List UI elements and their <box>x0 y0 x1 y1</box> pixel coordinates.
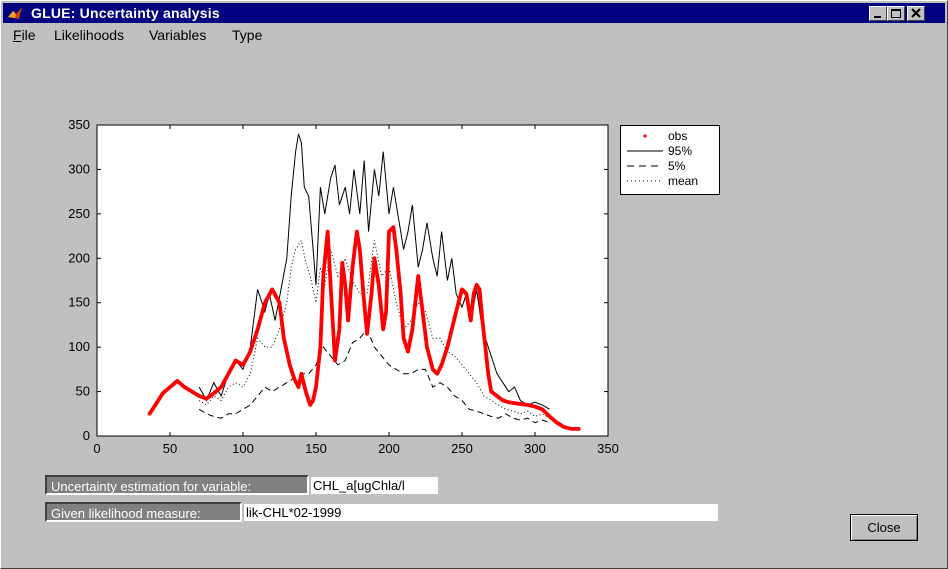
minimize-icon <box>874 16 881 18</box>
legend-symbol-obs <box>643 134 647 138</box>
x-tick-label: 200 <box>378 441 400 456</box>
x-tick-label: 150 <box>305 441 327 456</box>
legend-entry-5: 5% <box>621 159 721 174</box>
variable-label: Uncertainty estimation for variable: <box>45 475 309 495</box>
likelihood-field[interactable]: lik-CHL*02-1999 <box>244 504 718 521</box>
x-tick-label: 50 <box>163 441 177 456</box>
close-button[interactable]: Close <box>850 514 918 541</box>
legend-symbol-95 <box>627 150 663 152</box>
legend-symbol-5 <box>627 165 663 167</box>
legend-label-5: 5% <box>668 159 686 173</box>
obs-point <box>576 426 581 431</box>
y-tick-label: 0 <box>83 428 90 443</box>
legend-label-mean: mean <box>668 174 699 188</box>
x-tick-label: 100 <box>232 441 254 456</box>
likelihood-label: Given likelihood measure: <box>45 502 242 522</box>
legend-entry-95: 95% <box>621 144 721 159</box>
axis-ticks: 0 50 100 150 200 250 300 350 0 50 100 150 200 250 300 3… <box>68 117 619 456</box>
minimize-button[interactable] <box>869 6 887 21</box>
matlab-icon <box>8 7 22 19</box>
legend-label-95: 95% <box>668 144 693 158</box>
close-window-button[interactable] <box>907 6 925 21</box>
x-tick-label: 300 <box>524 441 546 456</box>
series-line-5pct <box>198 328 550 424</box>
series-group <box>147 133 581 431</box>
menu-bar: File Likelihoods Variables Type <box>3 25 945 45</box>
menu-file[interactable]: File <box>13 27 36 43</box>
title-bar[interactable]: GLUE: Uncertainty analysis <box>3 3 945 23</box>
y-tick-label: 300 <box>68 161 90 176</box>
y-tick-label: 350 <box>68 117 90 132</box>
y-tick-label: 200 <box>68 250 90 265</box>
window-title: GLUE: Uncertainty analysis <box>31 5 220 21</box>
menu-file-label: ile <box>21 27 36 43</box>
chart-legend: obs 95% 5% mean <box>620 125 720 195</box>
maximize-icon <box>891 9 901 18</box>
y-tick-label: 150 <box>68 295 90 310</box>
x-tick-label: 350 <box>597 441 619 456</box>
variable-field[interactable]: CHL_a[ugChla/l <box>311 477 438 494</box>
x-tick-label: 0 <box>93 441 100 456</box>
legend-entry-mean: mean <box>621 174 721 189</box>
y-tick-label: 50 <box>76 384 90 399</box>
menu-variables[interactable]: Variables <box>149 27 207 43</box>
y-tick-label: 100 <box>68 339 90 354</box>
x-tick-label: 250 <box>451 441 473 456</box>
close-icon <box>911 8 921 18</box>
menu-file-mnemonic: F <box>13 27 22 43</box>
legend-label-obs: obs <box>668 129 688 143</box>
maximize-button[interactable] <box>887 6 905 21</box>
menu-likelihoods[interactable]: Likelihoods <box>54 27 125 43</box>
menu-type[interactable]: Type <box>232 27 263 43</box>
legend-symbol-mean <box>627 180 663 182</box>
legend-entry-obs: obs <box>621 129 721 144</box>
y-tick-label: 250 <box>68 206 90 221</box>
